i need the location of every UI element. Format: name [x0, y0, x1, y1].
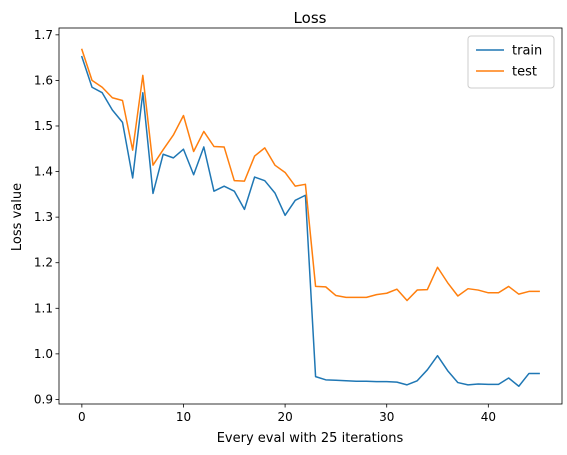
series-line-train — [80, 55, 540, 387]
y-tick-label: 1.7 — [34, 28, 53, 42]
y-tick-label: 1.6 — [34, 73, 53, 87]
legend-label-test: test — [512, 65, 537, 80]
y-tick-label: 1.0 — [34, 347, 53, 361]
series-layer — [80, 48, 540, 387]
x-tick-label: 20 — [277, 410, 292, 424]
y-tick-label: 1.5 — [34, 119, 53, 133]
plot-frame — [58, 27, 563, 405]
axes-layer: 0 10 20 30 40 0.9 1.0 1.1 1.2 1.3 1.4 1.5 1.6 1.7 — [34, 27, 563, 424]
x-tick-label: 30 — [379, 410, 394, 424]
legend-label-train: train — [512, 44, 542, 59]
x-tick-label: 0 — [78, 410, 86, 424]
series-line-test — [80, 48, 540, 302]
legend-box — [467, 35, 555, 89]
y-tick-label: 1.3 — [34, 210, 53, 224]
y-tick-label: 0.9 — [34, 392, 53, 406]
chart-title: Loss — [294, 9, 327, 27]
y-tick-label: 1.2 — [34, 256, 53, 270]
y-axis-title: Loss value — [10, 183, 25, 251]
x-axis-title: Every eval with 25 iterations — [217, 431, 404, 446]
y-tick-label: 1.1 — [34, 301, 53, 315]
legend: train test — [467, 35, 555, 89]
y-tick-label: 1.4 — [34, 165, 53, 179]
x-tick-label: 10 — [176, 410, 191, 424]
x-tick-label: 40 — [481, 410, 496, 424]
